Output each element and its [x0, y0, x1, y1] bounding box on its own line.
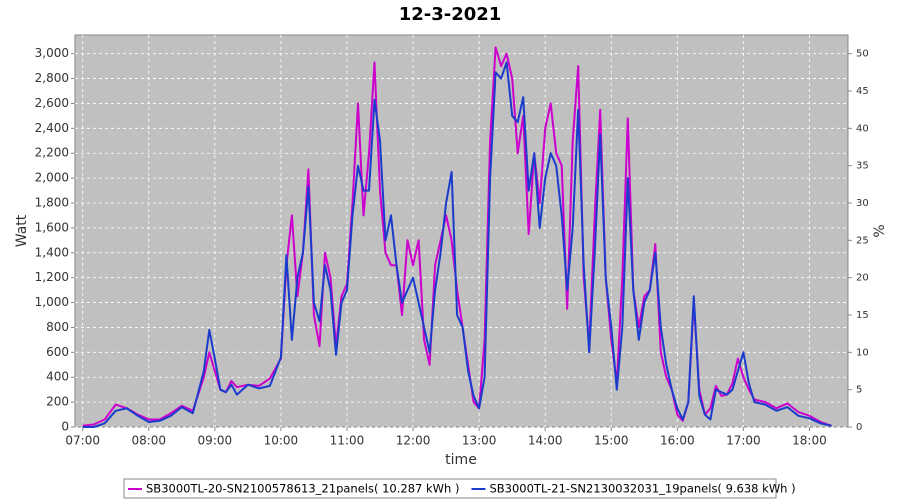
- y2-tick-label: 10: [856, 347, 869, 358]
- y2-tick-label: 0: [856, 422, 862, 433]
- x-tick-label: 10:00: [264, 434, 299, 448]
- y-tick-label: 1,800: [35, 196, 69, 210]
- y2-tick-label: 5: [856, 385, 862, 396]
- y-tick-label: 800: [46, 320, 69, 334]
- y-axis-label: Watt: [14, 214, 30, 247]
- plot-area: [74, 34, 849, 428]
- legend-box: [123, 478, 777, 499]
- y-tick-label: 2,400: [35, 121, 69, 135]
- x-tick-label: 08:00: [131, 434, 166, 448]
- y2-tick-label: 25: [856, 235, 869, 246]
- y-tick-label: 600: [46, 345, 69, 359]
- y-tick-label: 3,000: [35, 46, 69, 60]
- y-tick-label: 2,200: [35, 146, 69, 160]
- x-tick-label: 17:00: [726, 434, 761, 448]
- y-tick-label: 1,000: [35, 295, 69, 309]
- y-tick-label: 200: [46, 395, 69, 409]
- x-axis-label: time: [445, 452, 477, 468]
- y2-tick-label: 20: [856, 273, 869, 284]
- x-tick-label: 13:00: [462, 434, 497, 448]
- x-tick-label: 11:00: [330, 434, 365, 448]
- y-tick-label: 2,800: [35, 71, 69, 85]
- x-tick-label: 18:00: [792, 434, 827, 448]
- y2-tick-label: 35: [856, 161, 869, 172]
- line-series: [82, 61, 832, 428]
- legend-label: SB3000TL-21-SN2130032031_19panels( 9.638…: [489, 482, 795, 496]
- x-tick-label: 07:00: [65, 434, 100, 448]
- y2-tick-label: 50: [856, 49, 869, 60]
- chart-title: 12-3-2021: [399, 4, 502, 25]
- x-tick-label: 09:00: [198, 434, 233, 448]
- y2-tick-label: 15: [856, 310, 869, 321]
- y-tick-label: 1,200: [35, 270, 69, 284]
- y2-axis-label: %: [872, 224, 888, 237]
- y-tick-label: 0: [61, 420, 69, 434]
- y2-tick-label: 45: [856, 86, 869, 97]
- x-tick-label: 15:00: [594, 434, 629, 448]
- x-tick-label: 16:00: [660, 434, 695, 448]
- y-tick-label: 2,600: [35, 96, 69, 110]
- y-tick-label: 1,400: [35, 245, 69, 259]
- x-tick-label: 14:00: [528, 434, 563, 448]
- x-tick-label: 12:00: [396, 434, 431, 448]
- y2-tick-label: 40: [856, 123, 869, 134]
- y-tick-label: 2,000: [35, 171, 69, 185]
- y2-tick-label: 30: [856, 198, 869, 209]
- y-tick-label: 1,600: [35, 220, 69, 234]
- y-tick-label: 400: [46, 370, 69, 384]
- legend-label: SB3000TL-20-SN2100578613_21panels( 10.28…: [146, 482, 459, 496]
